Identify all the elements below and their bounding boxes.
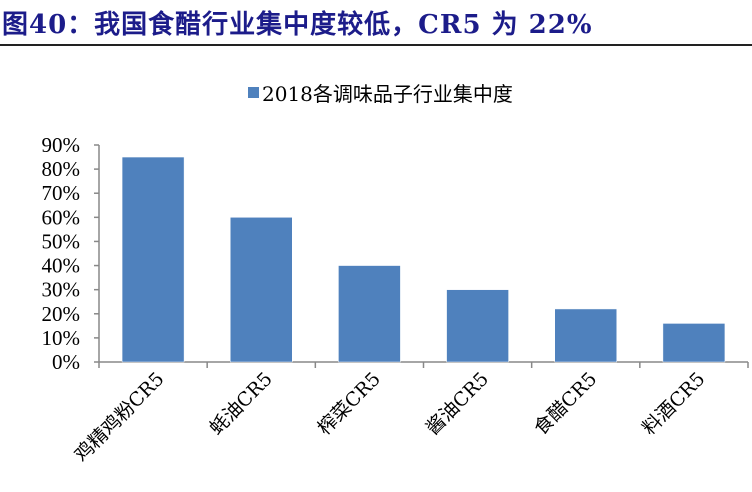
bar	[554, 308, 617, 363]
x-category-label: 榨菜CR5	[314, 368, 385, 439]
bar	[121, 156, 185, 363]
legend-label: 2018各调味品子行业集中度	[262, 82, 513, 106]
y-tick-label: 70%	[42, 181, 81, 205]
bar	[446, 289, 509, 363]
legend-swatch	[248, 87, 259, 98]
y-tick-label: 30%	[42, 278, 81, 302]
bar	[338, 265, 401, 363]
y-tick-label: 0%	[52, 350, 80, 374]
y-tick-label: 50%	[42, 229, 81, 253]
x-category-label: 酱油CR5	[422, 368, 493, 439]
x-category-label: 料酒CR5	[638, 368, 709, 439]
x-category-label: 蚝油CR5	[205, 368, 276, 439]
y-tick-label: 60%	[42, 205, 81, 229]
x-category-label: 鸡精鸡粉CR5	[70, 368, 168, 466]
y-tick-label: 20%	[42, 302, 81, 326]
title-divider	[0, 44, 752, 46]
bar	[662, 323, 726, 363]
y-tick-label: 80%	[42, 157, 81, 181]
y-tick-label: 10%	[42, 326, 81, 350]
legend: 2018各调味品子行业集中度	[248, 78, 513, 107]
y-tick-label: 90%	[42, 133, 81, 157]
figure-title: 图40：我国食醋行业集中度较低，CR5 为 22%	[2, 10, 593, 40]
x-category-label: 食醋CR5	[530, 368, 601, 439]
y-tick-label: 40%	[42, 254, 81, 278]
bar	[230, 217, 293, 363]
